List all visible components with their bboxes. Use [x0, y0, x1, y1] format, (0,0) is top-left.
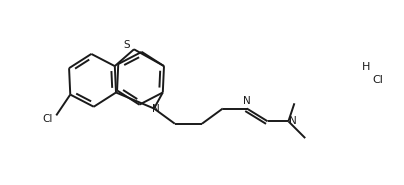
Text: N: N — [152, 103, 160, 114]
Text: Cl: Cl — [42, 114, 53, 124]
Text: S: S — [124, 40, 130, 50]
Text: H: H — [362, 61, 370, 71]
Text: Cl: Cl — [372, 75, 383, 85]
Text: N: N — [289, 116, 297, 126]
Text: N: N — [243, 96, 250, 106]
